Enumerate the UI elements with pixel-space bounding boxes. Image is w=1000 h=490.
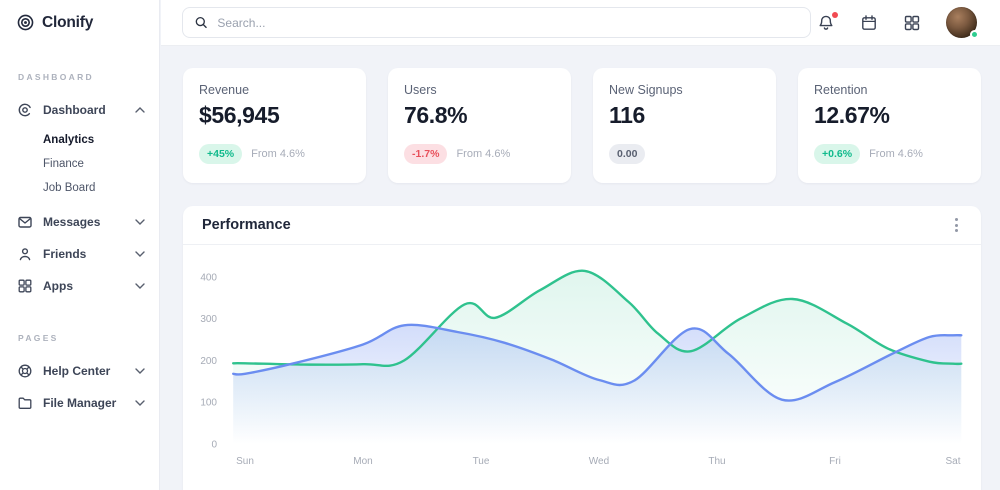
performance-chart: 0 100 200 300 400 Sun Mon Tue Wed Thu Fri Sat	[200, 269, 963, 467]
sidebar-item-label: Help Center	[43, 364, 111, 378]
stat-note: From 4.6%	[251, 148, 305, 160]
calendar-button[interactable]	[860, 14, 878, 32]
y-axis-tick: 400	[200, 272, 217, 283]
x-axis-tick: Wed	[589, 456, 609, 467]
y-axis-tick: 100	[200, 398, 217, 409]
notifications-button[interactable]	[817, 11, 838, 32]
trend-badge: -1.7%	[404, 144, 448, 164]
performance-title: Performance	[202, 217, 291, 233]
sidebar-subitem-finance[interactable]: Finance	[43, 158, 84, 170]
performance-card: Performance 0 100 200 300 400 Sun Mon Tue Wed Thu…	[183, 206, 981, 490]
search-box[interactable]	[182, 7, 811, 38]
envelope-icon	[18, 216, 32, 228]
sidebar-item-label: File Manager	[43, 396, 117, 410]
stat-value: $56,945	[199, 102, 280, 128]
section-label-pages: PAGES	[18, 333, 59, 343]
sidebar-subitem-job-board[interactable]: Job Board	[43, 182, 96, 194]
sidebar-item-file-manager[interactable]: File Manager	[0, 387, 159, 419]
stat-title: New Signups	[609, 83, 683, 97]
stat-card-revenue: Revenue $56,945 +45% From 4.6%	[183, 68, 366, 183]
sidebar-nav: Dashboard Analytics Finance Job Board Me…	[0, 94, 159, 302]
chevron-up-icon	[135, 107, 145, 113]
topbar	[161, 0, 1000, 46]
online-status-dot	[970, 30, 979, 39]
performance-header: Performance	[183, 206, 981, 245]
x-axis-tick: Mon	[353, 456, 372, 467]
chevron-down-icon	[135, 400, 145, 406]
series-green-line	[232, 269, 963, 368]
stat-title: Retention	[814, 83, 868, 97]
stats-row: Revenue $56,945 +45% From 4.6% Users 76.…	[183, 68, 1000, 183]
sidebar: Clonify DASHBOARD Dashboard Analytics Fi…	[0, 0, 160, 490]
main-content: Revenue $56,945 +45% From 4.6% Users 76.…	[161, 46, 1000, 490]
stat-value: 76.8%	[404, 102, 468, 128]
notification-dot	[832, 11, 838, 18]
trend-badge: +0.6%	[814, 144, 861, 164]
sidebar-item-apps[interactable]: Apps	[0, 270, 159, 302]
kebab-menu-button[interactable]	[951, 214, 962, 236]
trend-badge: +45%	[199, 144, 243, 164]
stat-card-retention: Retention 12.67% +0.6% From 4.6%	[798, 68, 981, 183]
stat-title: Revenue	[199, 83, 250, 97]
x-axis-tick: Thu	[708, 456, 725, 467]
grid-icon	[18, 279, 32, 293]
lifebuoy-icon	[18, 364, 32, 378]
calendar-icon	[862, 14, 876, 30]
brand-logo-icon	[17, 14, 34, 31]
sidebar-subitem-analytics[interactable]: Analytics	[43, 134, 95, 146]
trend-badge: 0.00	[609, 144, 646, 164]
y-axis-tick: 200	[200, 356, 217, 367]
dashboard-spiral-icon	[18, 103, 32, 117]
x-axis-tick: Sun	[236, 456, 254, 467]
sidebar-item-label: Friends	[43, 247, 87, 261]
brand-name: Clonify	[42, 13, 94, 31]
sidebar-item-label: Messages	[43, 215, 101, 229]
stat-card-users: Users 76.8% -1.7% From 4.6%	[388, 68, 571, 183]
search-input[interactable]	[217, 15, 799, 30]
x-axis-tick: Sat	[945, 456, 960, 467]
chevron-down-icon	[135, 368, 145, 374]
y-axis-tick: 0	[211, 440, 217, 451]
topbar-actions	[817, 7, 979, 39]
dashboard-subnav: Analytics Finance Job Board	[0, 126, 159, 206]
stat-value: 12.67%	[814, 102, 890, 128]
folder-icon	[18, 397, 32, 409]
apps-launcher-button[interactable]	[903, 14, 921, 32]
brand-logo[interactable]: Clonify	[0, 0, 159, 32]
stat-title: Users	[404, 83, 437, 97]
person-icon	[19, 248, 31, 261]
sidebar-item-dashboard[interactable]: Dashboard	[0, 94, 159, 126]
sidebar-item-messages[interactable]: Messages	[0, 206, 159, 238]
stat-card-new-signups: New Signups 116 0.00	[593, 68, 776, 183]
stat-value: 116	[609, 102, 645, 128]
bell-icon	[819, 15, 833, 30]
user-avatar[interactable]	[946, 7, 979, 39]
search-icon	[195, 16, 207, 29]
chevron-down-icon	[135, 251, 145, 257]
stat-note: From 4.6%	[869, 148, 923, 160]
chevron-down-icon	[135, 219, 145, 225]
x-axis-tick: Tue	[473, 456, 490, 467]
sidebar-item-friends[interactable]: Friends	[0, 238, 159, 270]
apps-grid-icon	[904, 15, 920, 30]
sidebar-item-label: Dashboard	[43, 103, 106, 117]
section-label-dashboard: DASHBOARD	[18, 72, 94, 82]
series-blue-area	[233, 324, 962, 444]
x-axis-tick: Fri	[829, 456, 841, 467]
chevron-down-icon	[135, 283, 145, 289]
sidebar-nav-pages: Help Center File Manager	[0, 355, 159, 419]
sidebar-item-help-center[interactable]: Help Center	[0, 355, 159, 387]
sidebar-item-label: Apps	[43, 279, 73, 293]
series-blue-line	[232, 323, 963, 402]
stat-note: From 4.6%	[456, 148, 511, 160]
y-axis-tick: 300	[200, 314, 217, 325]
